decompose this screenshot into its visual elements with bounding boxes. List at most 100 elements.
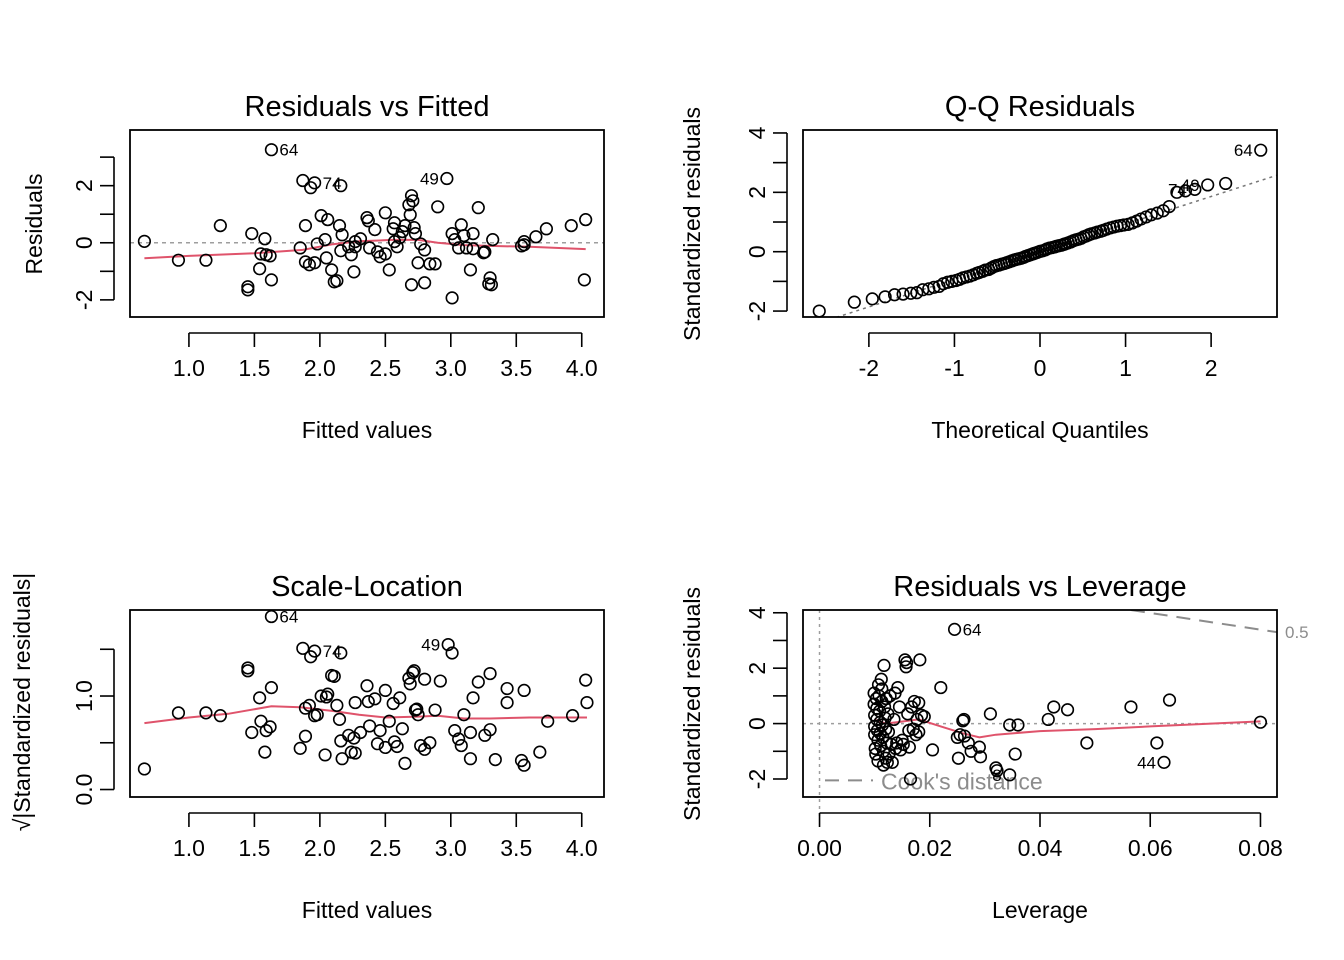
x-tick-label: 4.0 xyxy=(566,835,598,861)
data-point xyxy=(423,257,437,271)
data-point xyxy=(433,674,447,688)
data-point xyxy=(253,691,267,705)
data-point xyxy=(296,173,310,188)
point-label: 64 xyxy=(1234,141,1253,160)
data-point xyxy=(885,755,899,769)
data-point xyxy=(171,253,186,267)
data-point xyxy=(382,714,396,728)
data-point xyxy=(471,675,485,689)
x-tick-label: 1.0 xyxy=(173,355,205,381)
x-tick-label: 0.04 xyxy=(1018,835,1063,861)
data-point xyxy=(310,708,324,722)
data-point xyxy=(353,232,368,246)
data-point xyxy=(478,245,492,259)
point-label: 49 xyxy=(420,170,439,189)
data-point xyxy=(213,219,227,233)
data-point xyxy=(308,256,322,270)
data-point xyxy=(330,698,344,712)
plot-frame xyxy=(802,609,1278,798)
data-point xyxy=(1170,185,1184,199)
data-point xyxy=(264,273,279,287)
data-point xyxy=(298,255,313,269)
panel-title: Residuals vs Leverage xyxy=(893,571,1186,603)
data-point xyxy=(910,286,924,300)
data-point xyxy=(407,221,421,235)
data-point xyxy=(1162,693,1177,707)
data-point xyxy=(539,222,553,236)
data-point xyxy=(213,709,227,723)
data-point xyxy=(245,725,259,740)
data-point xyxy=(406,194,420,208)
data-point xyxy=(414,738,428,753)
y-tick-label: 0 xyxy=(71,236,97,249)
data-point xyxy=(912,725,926,739)
data-point xyxy=(483,723,497,737)
data-point xyxy=(334,646,348,660)
x-tick-label: 3.0 xyxy=(435,355,467,381)
panel-title: Scale-Location xyxy=(271,571,463,603)
x-tick-label: 2.0 xyxy=(304,355,336,381)
data-point xyxy=(398,756,412,770)
data-point xyxy=(896,287,910,301)
data-point xyxy=(925,743,940,757)
data-point xyxy=(382,263,396,277)
data-point xyxy=(1124,700,1138,714)
x-tick-label: 3.5 xyxy=(500,835,532,861)
data-point xyxy=(463,725,478,740)
x-tick-label: 1 xyxy=(1119,355,1132,381)
data-point xyxy=(1041,712,1055,727)
y-tick-label: -2 xyxy=(744,301,770,321)
point-label: 74 xyxy=(1168,180,1187,199)
data-point xyxy=(373,724,387,738)
data-point xyxy=(878,290,892,304)
data-point xyxy=(335,752,349,766)
data-point xyxy=(318,233,332,247)
data-point xyxy=(390,739,404,754)
panel-qq-residuals: Q-Q Residuals Theoretical Quantiles Stan… xyxy=(679,91,1278,443)
data-point xyxy=(983,707,997,721)
data-point xyxy=(348,746,362,760)
data-point xyxy=(298,219,313,233)
data-point xyxy=(445,291,459,305)
data-point xyxy=(950,730,964,745)
data-point xyxy=(579,213,593,227)
panel-scale-location: Scale-Location Fitted values √|Standardi… xyxy=(9,571,605,923)
data-point xyxy=(454,738,468,753)
data-point xyxy=(254,247,268,261)
point-label: 8 xyxy=(992,766,1001,785)
data-point xyxy=(903,772,918,786)
data-point xyxy=(457,708,471,722)
point-label: 64 xyxy=(279,141,298,160)
x-tick-label: 0.02 xyxy=(907,835,952,861)
data-point xyxy=(321,687,335,701)
data-point xyxy=(402,198,416,212)
x-tick-label: 0.00 xyxy=(797,835,842,861)
data-point xyxy=(486,233,500,247)
data-point xyxy=(913,653,927,667)
data-point xyxy=(293,241,307,255)
point-label: 64 xyxy=(279,608,298,627)
data-point xyxy=(879,722,893,736)
data-point xyxy=(909,728,923,742)
data-point xyxy=(1157,755,1171,769)
data-point xyxy=(241,661,255,675)
data-point xyxy=(199,253,213,267)
point-label: 49 xyxy=(421,636,440,655)
data-point xyxy=(245,227,259,241)
data-point xyxy=(348,695,362,710)
data-point xyxy=(325,263,339,277)
data-point xyxy=(457,229,471,243)
data-point xyxy=(1254,143,1268,157)
data-point xyxy=(876,758,891,772)
data-point xyxy=(258,745,272,759)
x-tick-label: 4.0 xyxy=(566,355,598,381)
data-point xyxy=(378,683,392,698)
data-point xyxy=(264,143,279,157)
data-point xyxy=(296,641,310,655)
cooks-level-label: 0.5 xyxy=(1285,623,1309,642)
qq-reference-line xyxy=(835,174,1277,317)
data-point xyxy=(428,257,442,271)
data-point xyxy=(517,758,531,772)
data-point xyxy=(445,646,459,660)
